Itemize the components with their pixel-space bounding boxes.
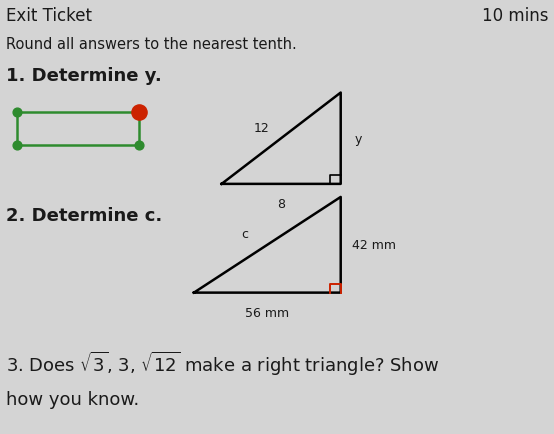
Text: 10 mins: 10 mins (482, 7, 548, 24)
Text: Round all answers to the nearest tenth.: Round all answers to the nearest tenth. (6, 37, 296, 52)
Text: 2. Determine c.: 2. Determine c. (6, 206, 162, 224)
Text: 56 mm: 56 mm (245, 306, 289, 319)
Text: 1. Determine y.: 1. Determine y. (6, 67, 161, 85)
Text: how you know.: how you know. (6, 391, 139, 408)
Text: y: y (355, 132, 362, 145)
Text: c: c (242, 228, 249, 241)
Point (12, 142, 21, 149)
Bar (17, 113, 138, 145)
Text: 8: 8 (277, 197, 285, 210)
Text: Exit Ticket: Exit Ticket (6, 7, 91, 24)
Point (12, 109, 21, 116)
Text: 42 mm: 42 mm (352, 239, 396, 252)
Text: 3. Does $\sqrt{3}$, 3, $\sqrt{12}$ make a right triangle? Show: 3. Does $\sqrt{3}$, 3, $\sqrt{12}$ make … (6, 349, 439, 378)
Point (134, 109, 143, 116)
Text: 12: 12 (254, 122, 270, 135)
Point (134, 142, 143, 149)
